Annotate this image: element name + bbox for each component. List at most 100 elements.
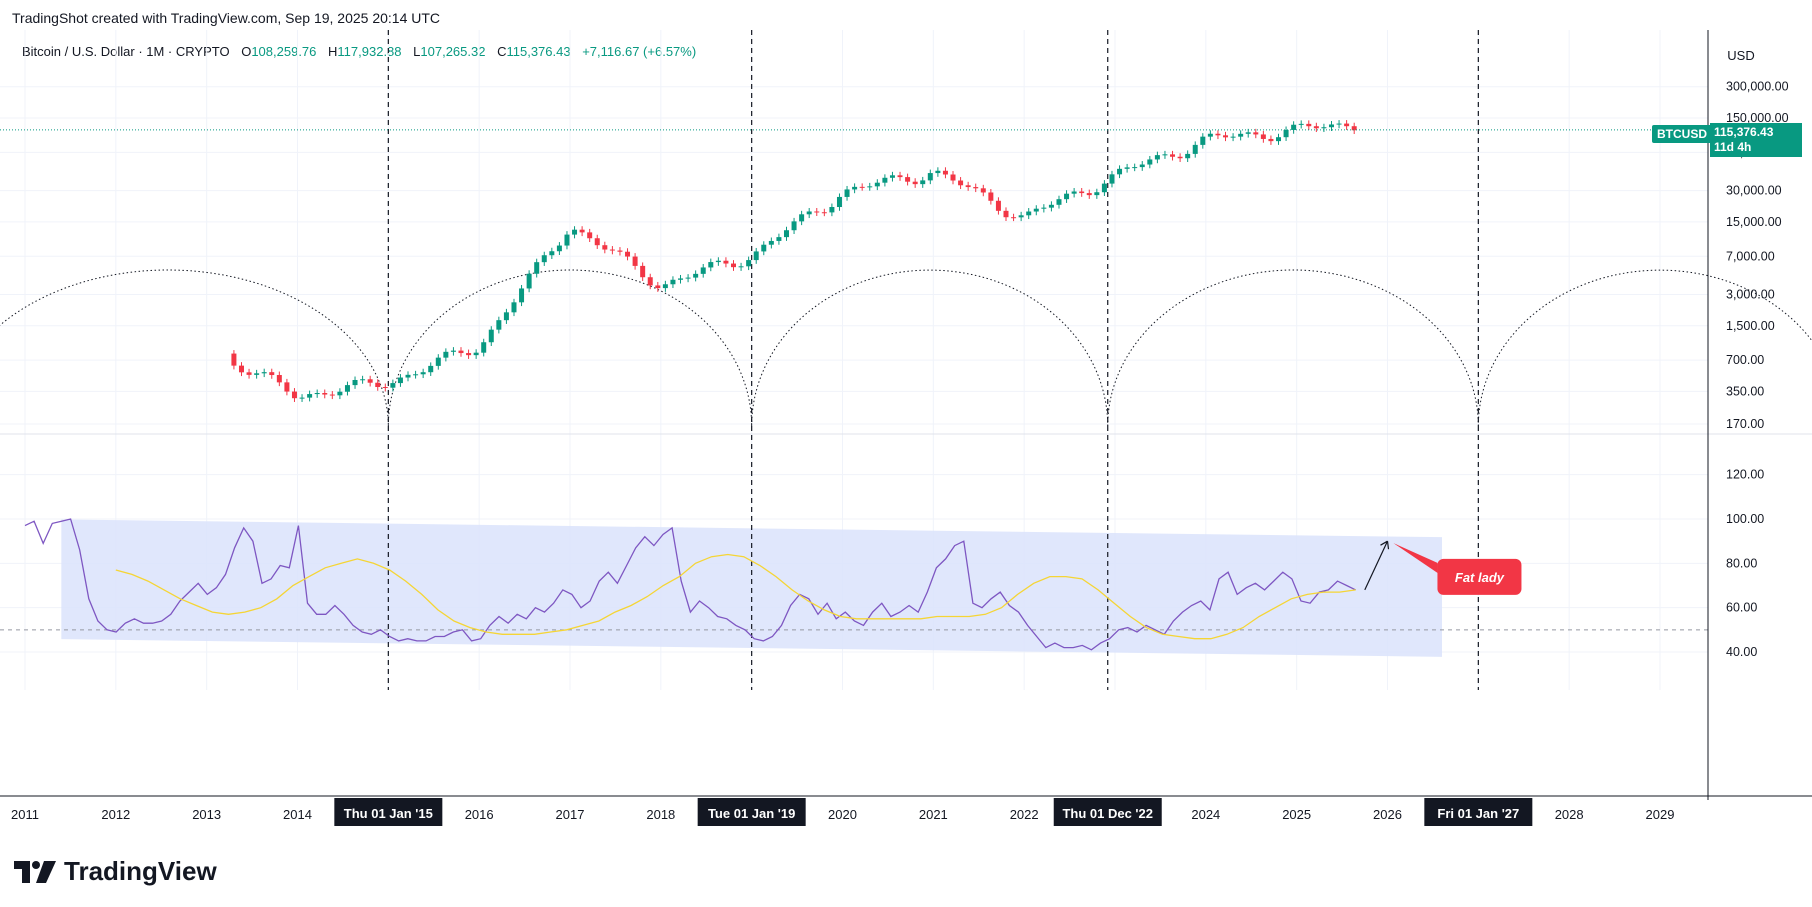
bar-countdown: 11d 4h bbox=[1714, 140, 1752, 154]
year-tick-label: 2022 bbox=[1010, 807, 1039, 822]
candle-body bbox=[572, 229, 578, 235]
candle-body bbox=[859, 186, 865, 188]
candle-body bbox=[640, 265, 646, 278]
price-tick-label: 3,000.00 bbox=[1726, 287, 1775, 301]
candle-body bbox=[1253, 132, 1259, 135]
candle-body bbox=[768, 240, 774, 245]
candle-body bbox=[776, 237, 782, 241]
candle-body bbox=[1079, 191, 1085, 194]
candle-body bbox=[390, 383, 396, 388]
candle-body bbox=[670, 279, 676, 285]
year-tick-label: 2020 bbox=[828, 807, 857, 822]
candle-body bbox=[352, 379, 358, 386]
candle-body bbox=[738, 266, 744, 268]
symbol-name[interactable]: Bitcoin / U.S. Dollar · 1M · CRYPTO bbox=[22, 44, 230, 59]
candle-body bbox=[1124, 167, 1130, 169]
candle-body bbox=[920, 180, 926, 185]
current-price-label: 115,376.43 11d 4h bbox=[1710, 123, 1802, 157]
low-value: 107,265.32 bbox=[420, 44, 486, 59]
currency-selector[interactable]: USD bbox=[1727, 48, 1755, 63]
price-tick-label: 1,500.00 bbox=[1726, 319, 1775, 333]
candle-body bbox=[980, 188, 986, 193]
candle-body bbox=[905, 177, 911, 182]
indicator-tick-label: 80.00 bbox=[1726, 556, 1757, 570]
brand-name: TradingView bbox=[64, 856, 217, 886]
candle-body bbox=[1041, 207, 1047, 209]
candle-body bbox=[723, 260, 729, 264]
candle-body bbox=[1276, 137, 1281, 142]
candle-body bbox=[995, 200, 1001, 211]
candle-body bbox=[1086, 193, 1092, 196]
candle-body bbox=[1291, 124, 1297, 130]
candle-body bbox=[1117, 168, 1123, 175]
candle-body bbox=[836, 196, 842, 208]
fat-lady-annotation[interactable]: Fat lady bbox=[1364, 540, 1522, 595]
symbol-legend: Bitcoin / U.S. Dollar · 1M · CRYPTO O108… bbox=[22, 44, 696, 59]
candle-body bbox=[246, 372, 252, 375]
candle-body bbox=[556, 245, 562, 252]
price-tick-label: 150,000.00 bbox=[1726, 111, 1789, 125]
candle-body bbox=[382, 387, 388, 389]
year-tick-label: 2016 bbox=[465, 807, 494, 822]
candle-body bbox=[1033, 208, 1039, 212]
year-tick-label: 2024 bbox=[1191, 807, 1220, 822]
candle-body bbox=[1132, 167, 1138, 169]
candle-body bbox=[1056, 199, 1062, 205]
candle-body bbox=[443, 351, 449, 358]
ticker-label: BTCUSD bbox=[1652, 125, 1712, 143]
candle-body bbox=[1306, 123, 1312, 127]
candle-body bbox=[685, 277, 691, 279]
candle-body bbox=[761, 244, 767, 252]
candle-body bbox=[1026, 211, 1032, 216]
candle-body bbox=[1139, 164, 1145, 168]
candle-body bbox=[1207, 133, 1213, 137]
chart-area[interactable]: Fat lady 300,000.00150,000.0070,000.0030… bbox=[0, 30, 1812, 838]
high-label: H bbox=[328, 44, 338, 59]
cycle-arc bbox=[1107, 269, 1479, 427]
year-tick-label: 2014 bbox=[283, 807, 312, 822]
candle-body bbox=[314, 392, 320, 395]
change-value: +7,116.67 (+6.57%) bbox=[582, 44, 697, 59]
candle-body bbox=[307, 394, 313, 398]
annotation-label: Fat lady bbox=[1455, 570, 1505, 585]
candle-body bbox=[1336, 123, 1342, 125]
candle-body bbox=[1003, 210, 1009, 218]
candle-body bbox=[1223, 135, 1229, 138]
candle-body bbox=[269, 372, 275, 376]
close-value: 115,376.43 bbox=[506, 44, 571, 59]
candle-body bbox=[678, 278, 684, 280]
candle-body bbox=[261, 372, 267, 374]
candle-body bbox=[420, 372, 426, 375]
year-tick-label: 2017 bbox=[556, 807, 585, 822]
candle-body bbox=[428, 365, 434, 373]
candle-body bbox=[1170, 154, 1176, 157]
chart-canvas[interactable]: Fat lady 300,000.00150,000.0070,000.0030… bbox=[0, 30, 1812, 838]
cycle-arc bbox=[387, 269, 753, 427]
candle-body bbox=[1018, 215, 1024, 218]
candle-body bbox=[1185, 153, 1191, 159]
rsi-lines bbox=[24, 518, 1356, 651]
candle-body bbox=[511, 302, 517, 313]
candle-body bbox=[360, 379, 366, 381]
candle-body bbox=[1260, 134, 1266, 139]
candle-body bbox=[617, 250, 623, 252]
candle-body bbox=[1321, 127, 1327, 129]
candle-body bbox=[1351, 126, 1357, 131]
date-label-box bbox=[1053, 798, 1162, 826]
candle-body bbox=[466, 353, 472, 356]
candle-body bbox=[541, 255, 547, 263]
candle-body bbox=[791, 221, 797, 231]
candle-body bbox=[413, 374, 419, 376]
price-tick-label: 7,000.00 bbox=[1726, 249, 1775, 263]
candle-body bbox=[1344, 123, 1350, 127]
candle-body bbox=[496, 320, 502, 330]
year-tick-label: 2011 bbox=[11, 807, 39, 822]
date-label-box bbox=[1424, 798, 1533, 826]
candle-body bbox=[1048, 204, 1054, 208]
tradingview-logo-icon bbox=[14, 860, 56, 883]
tradingview-brand[interactable]: TradingView bbox=[14, 856, 217, 887]
candle-body bbox=[1109, 174, 1115, 184]
candle-body bbox=[799, 214, 805, 222]
annotation-pointer bbox=[1393, 543, 1438, 573]
candle-body bbox=[625, 251, 631, 257]
